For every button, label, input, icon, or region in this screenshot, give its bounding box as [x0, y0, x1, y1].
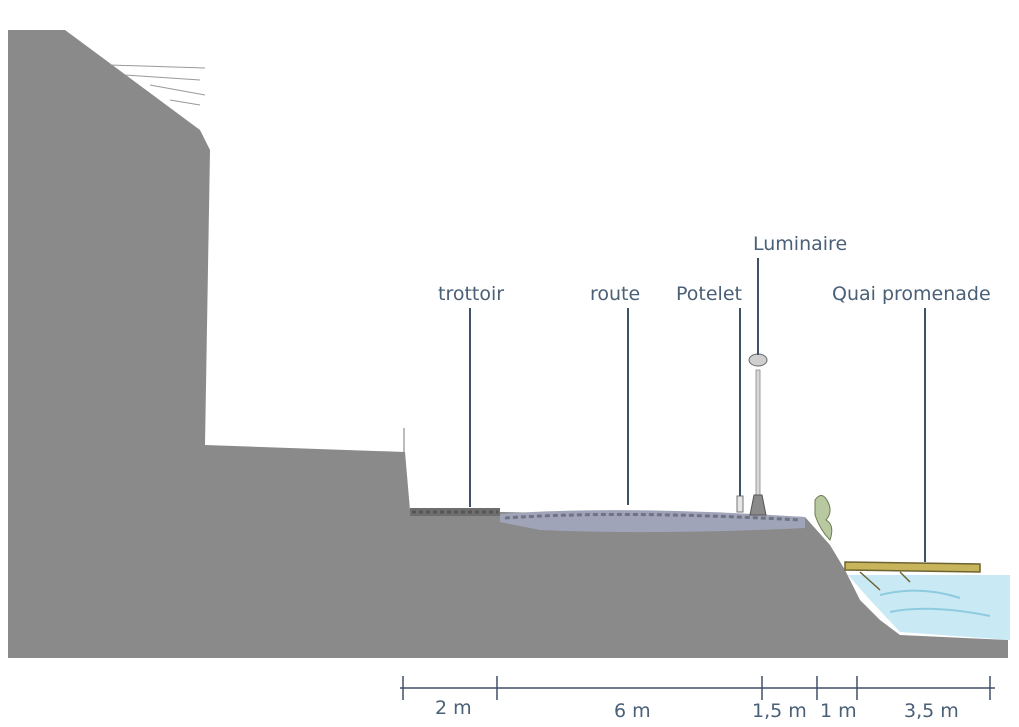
- quay-support: [859, 571, 911, 591]
- label-potelet: Potelet: [676, 283, 742, 305]
- quay-walkway: [844, 561, 981, 573]
- dimension-3-5m: 3,5 m: [904, 700, 959, 722]
- dimension-1m: 1 m: [820, 700, 857, 722]
- lamp-pole: [755, 369, 761, 506]
- vegetation: [814, 495, 833, 541]
- river-ripples: [879, 589, 991, 617]
- label-trottoir: trottoir: [438, 283, 505, 305]
- lamp-base: [749, 494, 767, 516]
- dimension-6m: 6 m: [614, 700, 651, 722]
- terrain-and-building: [8, 30, 1008, 658]
- lamp-head: [748, 353, 768, 367]
- label-route: route: [590, 283, 641, 305]
- dimension-2m: 2 m: [435, 697, 472, 719]
- road-texture: [504, 512, 801, 522]
- roof-sketch: [109, 64, 206, 106]
- label-quai-promenade: Quai promenade: [832, 283, 991, 305]
- river-water: [848, 575, 1010, 640]
- dimension-1-5m: 1,5 m: [752, 700, 807, 722]
- bollard: [736, 495, 744, 513]
- label-luminaire: Luminaire: [753, 233, 848, 255]
